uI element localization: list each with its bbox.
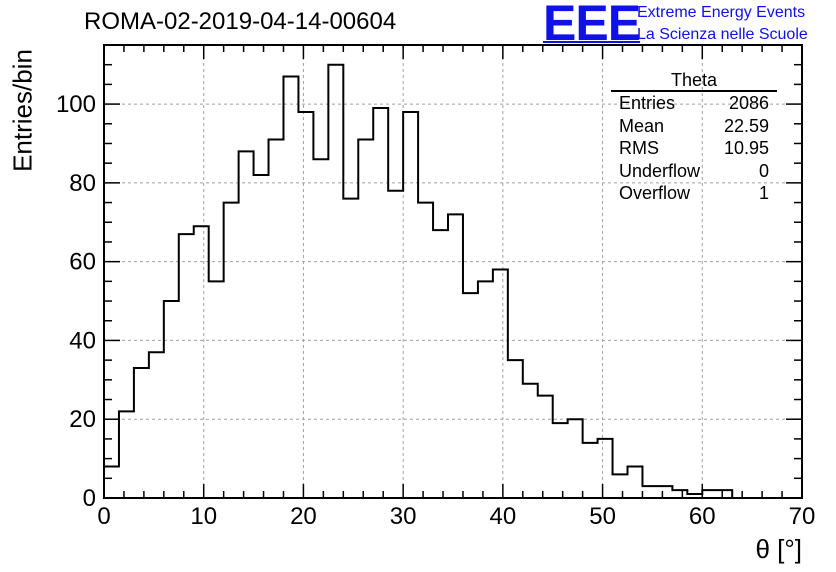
histogram-bin — [418, 203, 433, 498]
stats-row-entries: Entries 2086 — [611, 92, 777, 115]
histogram-bin — [702, 490, 717, 498]
stats-label: Mean — [619, 115, 665, 136]
stats-label: RMS — [619, 138, 659, 158]
histogram-bin — [283, 77, 298, 498]
histogram-bin — [508, 360, 523, 498]
x-tick-label: 30 — [390, 503, 417, 530]
histogram-bin — [493, 270, 508, 498]
x-tick-labels: 0 10 20 30 40 50 60 70 — [97, 503, 815, 530]
x-tick-label: 20 — [290, 503, 317, 530]
stats-row-underflow: Underflow 0 — [611, 160, 777, 183]
histogram-bin — [463, 293, 478, 498]
x-tick-label: 70 — [789, 503, 816, 530]
stats-label: Entries — [619, 93, 676, 113]
y-tick-label: 40 — [69, 327, 96, 354]
histogram-bin — [478, 281, 493, 498]
histogram-bin — [538, 396, 553, 498]
x-tick-label: 60 — [689, 503, 716, 530]
histogram-bin — [254, 175, 269, 498]
x-axis-label: θ [°] — [755, 534, 802, 564]
histogram-bin — [358, 140, 373, 498]
logo-caption-line1: Extreme Energy Events — [637, 4, 806, 21]
histogram-bin — [672, 490, 687, 498]
histogram-bin — [448, 214, 463, 498]
histogram-bin — [642, 486, 657, 498]
histogram-bin — [568, 419, 583, 498]
histogram-bin — [104, 466, 119, 498]
histogram-bin — [134, 368, 149, 498]
y-axis-label: Entries/bin — [7, 49, 38, 172]
histogram-bin — [523, 384, 538, 498]
histogram-bin — [373, 108, 388, 498]
stats-value: 10.95 — [723, 138, 769, 158]
y-tick-label: 60 — [69, 249, 96, 276]
y-tick-labels: 0 20 40 60 80 100 — [56, 91, 96, 512]
histogram-bin — [628, 466, 643, 498]
x-tick-label: 50 — [589, 503, 616, 530]
histogram-bin — [388, 191, 403, 498]
stats-value: 1 — [758, 183, 769, 203]
logo-caption-line2: La Scienza nelle Scuole — [637, 26, 808, 43]
histogram-bin — [583, 443, 598, 498]
y-tick-label: 100 — [56, 91, 96, 118]
histogram-bin — [239, 151, 254, 498]
x-tick-label: 10 — [190, 503, 217, 530]
histogram-outline — [103, 63, 802, 499]
histogram-bin — [164, 301, 179, 498]
histogram-bin — [313, 159, 328, 498]
histogram-bin — [179, 234, 194, 498]
stats-row-overflow: Overflow 1 — [611, 182, 777, 205]
histogram-bin — [657, 486, 672, 498]
histogram-bin — [613, 474, 628, 498]
stats-label: Underflow — [619, 160, 701, 181]
histogram-bin — [224, 203, 239, 498]
histogram-bin — [553, 423, 568, 498]
histogram-bin — [149, 352, 164, 498]
histogram-bin — [194, 226, 209, 498]
eee-logo: EEE — [543, 0, 641, 51]
y-tick-label: 20 — [69, 406, 96, 433]
stats-value: 2086 — [728, 93, 769, 113]
histogram-bin — [433, 230, 448, 498]
histogram-bin — [598, 439, 613, 498]
y-tick-label: 80 — [69, 170, 96, 197]
axis-ticks — [103, 44, 803, 499]
stats-value: 22.59 — [723, 115, 769, 136]
histogram-bin — [343, 199, 358, 498]
stats-value: 0 — [758, 160, 769, 181]
histogram-bin — [119, 411, 134, 498]
histogram-bin — [269, 140, 284, 498]
x-tick-label: 40 — [490, 503, 517, 530]
stats-row-mean: Mean 22.59 — [611, 115, 777, 138]
histogram-bin — [209, 281, 224, 498]
histogram-bin — [717, 490, 732, 498]
grid-lines — [104, 45, 802, 498]
histogram-bin — [403, 112, 418, 498]
histogram-bin — [298, 112, 313, 498]
stats-box: Theta Entries 2086 Mean 22.59 RMS 10.95 … — [611, 70, 777, 205]
logo-caption: Extreme Energy Events La Scienza nelle S… — [637, 2, 808, 46]
x-tick-label: 0 — [97, 503, 110, 530]
plot-frame — [103, 44, 803, 499]
stats-label: Overflow — [619, 183, 691, 203]
stats-title: Theta — [611, 70, 777, 92]
histogram-bin — [328, 65, 343, 498]
chart-title: ROMA-02-2019-04-14-00604 — [84, 8, 397, 35]
stats-row-rms: RMS 10.95 — [611, 137, 777, 160]
y-tick-label: 0 — [83, 485, 96, 512]
